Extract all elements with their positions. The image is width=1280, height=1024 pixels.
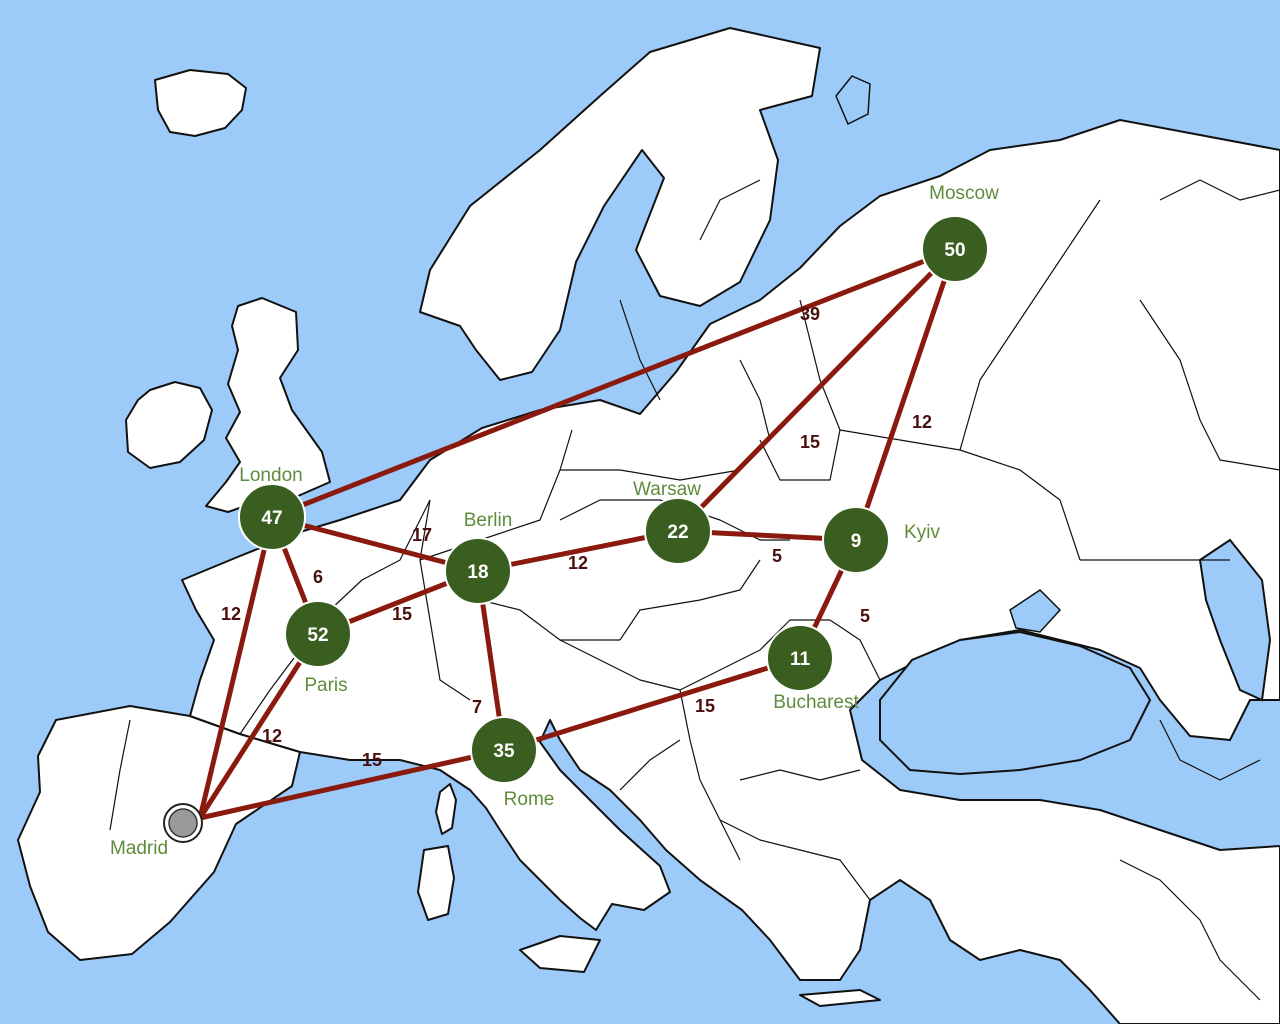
city-node-berlin[interactable]: 18 <box>444 537 512 605</box>
city-node-moscow[interactable]: 50 <box>921 215 989 283</box>
routes <box>197 246 958 821</box>
black-sea <box>879 630 1152 776</box>
sicily-landmass <box>519 935 601 973</box>
sardinia-landmass <box>417 845 455 921</box>
route-distance-label: 12 <box>912 412 932 432</box>
route-distance-label: 7 <box>472 697 482 717</box>
city-nodes: 47 18 22 9 50 52 11 35 <box>163 215 989 843</box>
scandinavia-landmass <box>419 27 821 381</box>
iceland-landmass <box>154 69 247 137</box>
sea-of-azov <box>1009 589 1062 633</box>
city-names: London Berlin Warsaw Kyiv Moscow Paris B… <box>110 183 999 859</box>
city-name-kyiv: Kyiv <box>904 522 940 543</box>
crete-landmass <box>799 989 881 1007</box>
city-node-kyiv[interactable]: 9 <box>822 506 890 574</box>
route-london-moscow[interactable] <box>269 246 958 520</box>
city-name-berlin: Berlin <box>464 510 513 531</box>
route-distance-label: 12 <box>568 553 588 573</box>
landmasses <box>17 27 1280 1024</box>
city-node-bucharest[interactable]: 11 <box>766 624 834 692</box>
route-paris-madrid[interactable] <box>197 631 321 821</box>
route-distance-label: 5 <box>860 606 870 626</box>
mainland-europe-landmass <box>181 119 1280 1024</box>
caspian-sea <box>1198 538 1272 702</box>
route-labels: 39 15 12 17 12 5 5 6 15 12 12 7 15 15 <box>221 304 932 770</box>
city-node-paris[interactable]: 52 <box>284 600 352 668</box>
city-name-london: London <box>239 465 302 486</box>
city-node-london[interactable]: 47 <box>238 483 306 551</box>
route-madrid-rome[interactable] <box>197 747 507 821</box>
city-name-rome: Rome <box>504 789 555 810</box>
troop-count: 18 <box>467 562 488 583</box>
city-node-madrid[interactable] <box>163 803 203 843</box>
route-distance-label: 15 <box>695 696 715 716</box>
route-distance-label: 5 <box>772 546 782 566</box>
troop-count: 47 <box>261 508 282 529</box>
corsica-landmass <box>435 783 457 835</box>
route-moscow-warsaw[interactable] <box>675 246 958 534</box>
route-distance-label: 12 <box>221 604 241 624</box>
troop-count: 11 <box>790 649 811 670</box>
country-borders <box>109 179 1280 1001</box>
route-distance-label: 12 <box>262 726 282 746</box>
city-name-madrid: Madrid <box>110 838 168 859</box>
city-node-warsaw[interactable]: 22 <box>644 497 712 565</box>
city-name-moscow: Moscow <box>929 183 999 204</box>
city-name-paris: Paris <box>304 675 347 696</box>
route-distance-label: 15 <box>362 750 382 770</box>
troop-count: 50 <box>944 240 965 261</box>
city-node-rome[interactable]: 35 <box>470 716 538 784</box>
troop-count: 52 <box>307 625 328 646</box>
route-london-berlin[interactable] <box>269 514 481 574</box>
city-name-bucharest: Bucharest <box>773 692 859 713</box>
route-distance-label: 17 <box>412 525 432 545</box>
ireland-landmass <box>125 381 213 469</box>
route-moscow-kyiv[interactable] <box>853 246 958 543</box>
route-distance-label: 15 <box>392 604 412 624</box>
lake-ladoga <box>835 75 871 126</box>
troop-count: 35 <box>493 741 515 762</box>
route-rome-bucharest[interactable] <box>501 655 803 753</box>
route-distance-label: 39 <box>800 304 820 324</box>
troop-count: 22 <box>667 522 688 543</box>
route-london-madrid[interactable] <box>197 514 275 821</box>
route-distance-label: 6 <box>313 567 323 587</box>
route-distance-label: 15 <box>800 432 820 452</box>
city-name-warsaw: Warsaw <box>633 479 701 500</box>
troop-count: 9 <box>851 531 862 552</box>
iberia-landmass <box>17 705 301 961</box>
